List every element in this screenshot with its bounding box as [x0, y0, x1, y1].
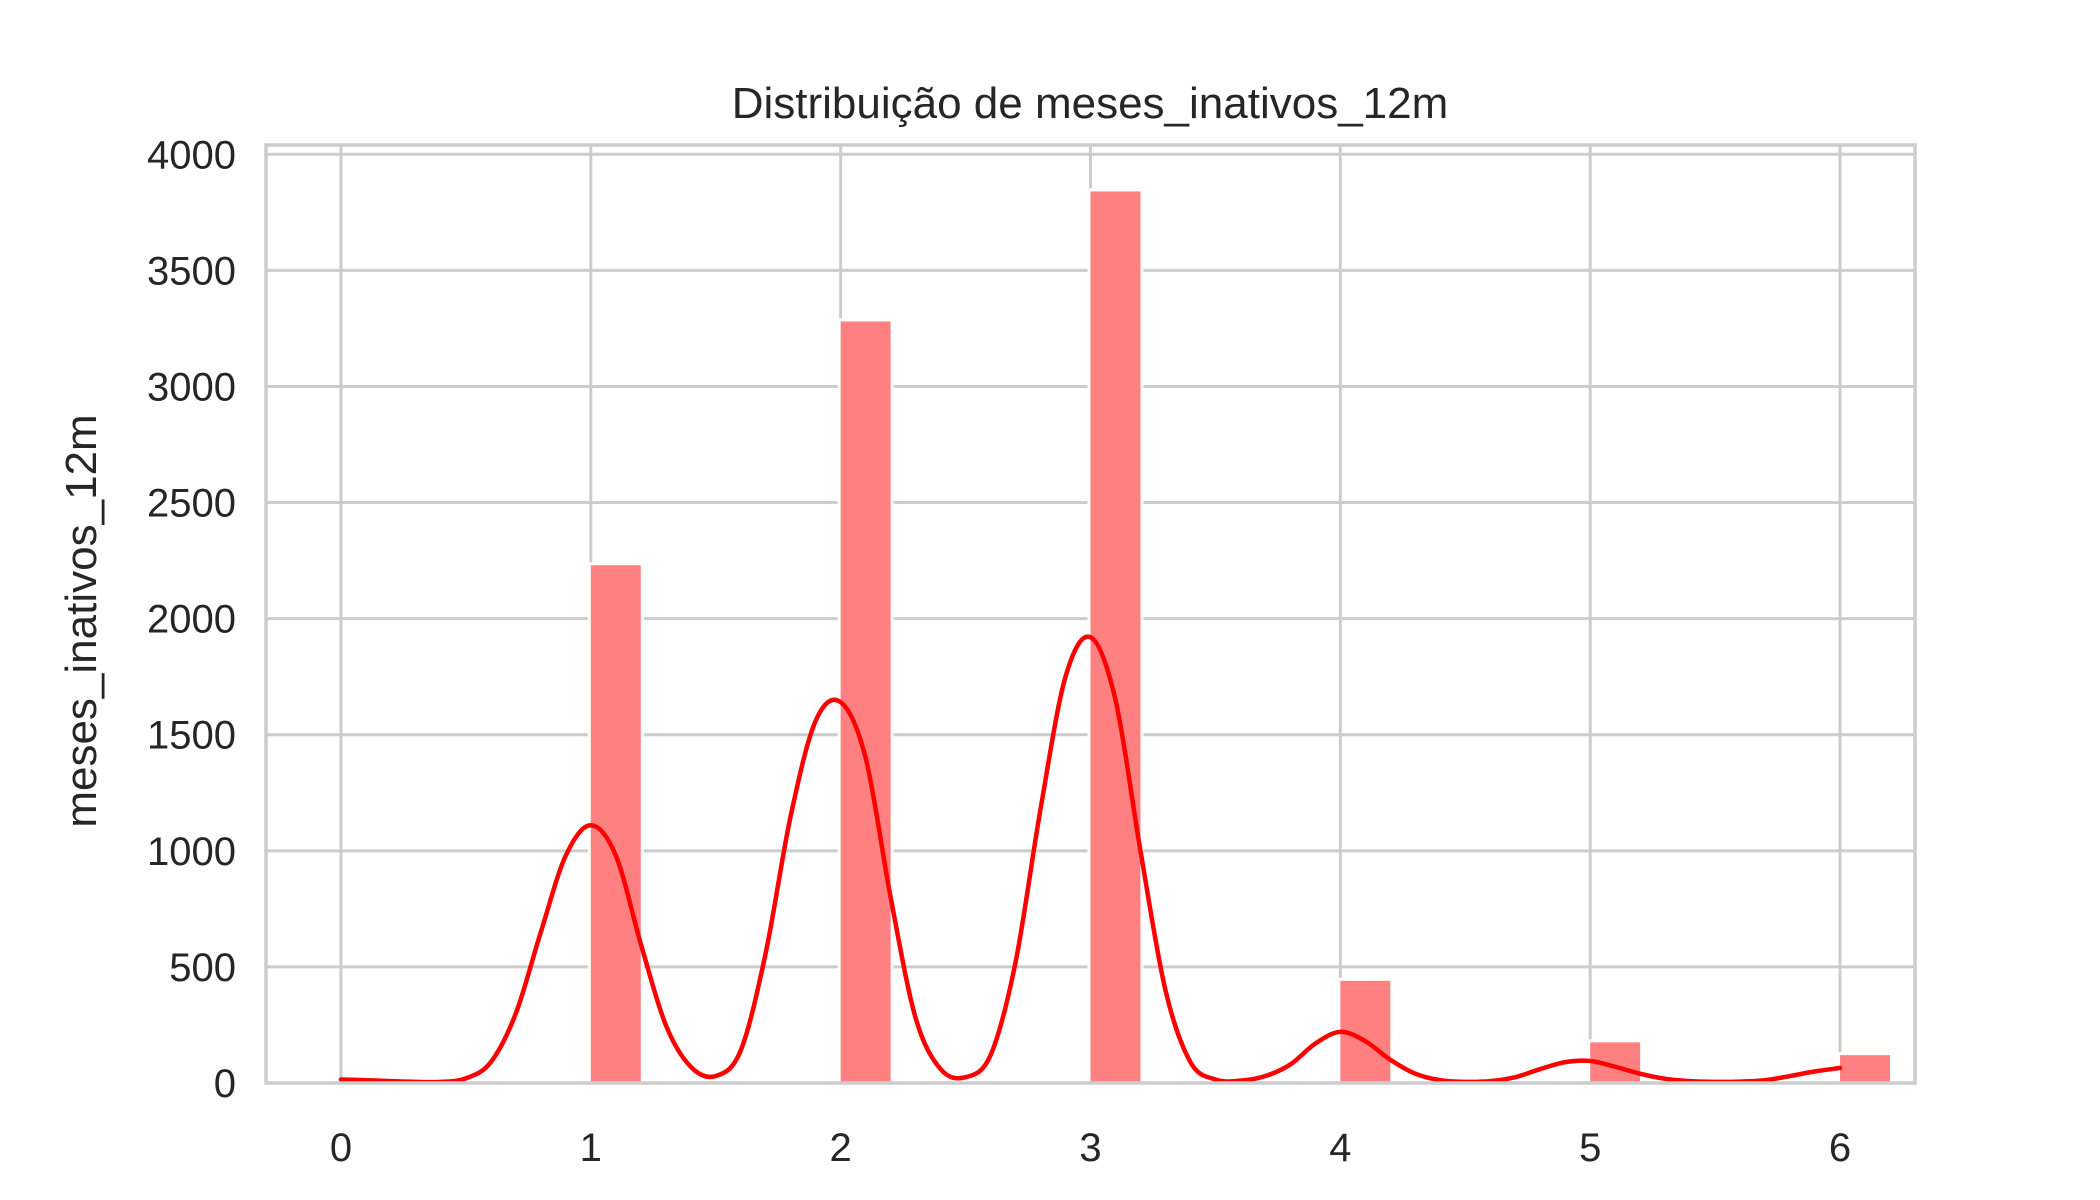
plot-border [264, 143, 1917, 1085]
y-tick-label: 0 [214, 1062, 236, 1106]
x-tick-label: 6 [1829, 1126, 1851, 1170]
y-tick-labels: 0 500 1000 1500 2000 2500 3000 3500 4000 [147, 133, 236, 1106]
x-tick-label: 1 [580, 1126, 602, 1170]
x-tick-label: 2 [830, 1126, 852, 1170]
y-tick-label: 2000 [147, 598, 236, 642]
x-tick-label: 3 [1079, 1126, 1101, 1170]
histogram-bars [587, 188, 1894, 1083]
histogram-bar [840, 321, 891, 1083]
plot-frame [264, 143, 1917, 1085]
x-tick-label: 4 [1329, 1126, 1351, 1170]
x-tick-label: 0 [330, 1126, 352, 1170]
y-tick-label: 500 [169, 946, 236, 990]
chart-title: Distribuição de meses_inativos_12m [732, 79, 1449, 128]
x-tick-labels: 0 1 2 3 4 5 6 [330, 1126, 1851, 1170]
y-tick-label: 1500 [147, 714, 236, 758]
kde-curve [338, 634, 1843, 1085]
y-tick-label: 3500 [147, 249, 236, 293]
y-tick-label: 3000 [147, 365, 236, 409]
histogram-bar [1090, 191, 1141, 1083]
x-tick-label: 5 [1579, 1126, 1601, 1170]
y-axis-label: meses_inativos_12m [57, 414, 106, 827]
y-tick-label: 2500 [147, 482, 236, 526]
histogram-bar [590, 565, 641, 1083]
kde-curve-layer [338, 634, 1843, 1085]
y-tick-label: 1000 [147, 830, 236, 874]
y-tick-label: 4000 [147, 133, 236, 177]
histogram-bar [1840, 1055, 1891, 1083]
